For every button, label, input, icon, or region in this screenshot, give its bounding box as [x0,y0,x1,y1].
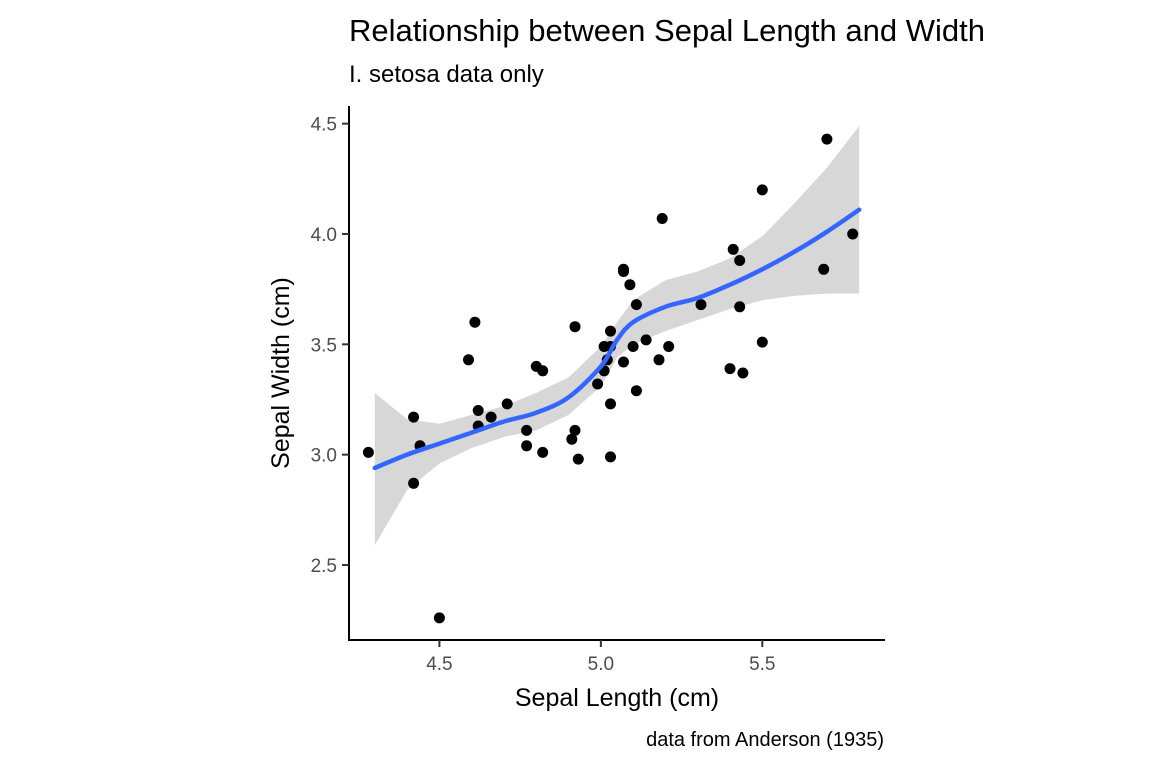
data-point [569,424,581,436]
data-point [618,266,629,277]
data-point [630,385,642,397]
x-tick-label: 4.5 [426,654,452,675]
x-tick-label: 5.5 [749,654,775,675]
data-point [818,263,830,275]
data-point [847,228,859,240]
y-tick-label: 3.0 [311,446,337,467]
data-point [537,446,549,458]
data-point [463,354,474,366]
y-tick-label: 4.5 [311,115,337,136]
data-point [433,612,445,624]
data-point [592,378,604,390]
data-point [737,367,749,379]
data-point [821,133,833,145]
data-point [472,405,484,416]
data-point [640,334,652,346]
confidence-band [374,125,860,546]
data-point [521,440,533,452]
data-point [695,299,707,311]
data-point [605,325,616,337]
data-point [572,453,584,465]
smooth-line [372,207,862,471]
data-point [734,301,746,313]
chart-caption: data from Anderson (1935) [646,729,884,751]
data-point [656,213,668,224]
y-axis-ticks: 2.5 3.0 3.5 4.0 4.5 [311,115,349,577]
x-axis-title: Sepal Length (cm) [515,684,719,712]
data-point [727,243,739,255]
data-point [408,477,420,489]
loess-fit-line [372,207,862,471]
data-point [469,316,481,328]
y-axis-title: Sepal Width (cm) [267,277,295,469]
data-point [485,411,497,423]
data-point [605,451,616,463]
data-point [724,363,736,375]
data-point [624,279,636,291]
y-tick-label: 4.0 [311,225,337,246]
data-point [630,299,642,311]
chart-title: Relationship between Sepal Length and Wi… [349,13,985,48]
data-point [627,341,639,352]
y-tick-label: 2.5 [311,556,337,577]
data-point [756,336,768,348]
data-point [618,356,629,368]
confidence-band-area [374,125,860,546]
data-point [537,365,549,377]
data-point [501,398,513,410]
data-point [734,255,746,266]
data-point [653,354,665,366]
data-point [362,446,374,458]
data-point [566,433,578,445]
data-point [605,398,616,410]
data-point [756,184,768,196]
data-point [521,424,533,436]
x-tick-label: 5.0 [588,654,614,675]
data-point [569,321,581,333]
y-tick-label: 3.5 [311,335,337,356]
chart-subtitle: I. setosa data only [349,61,544,88]
data-point [408,411,420,423]
x-axis-ticks: 4.5 5.0 5.5 [426,640,776,675]
data-point [663,341,675,352]
data-points [362,133,859,624]
